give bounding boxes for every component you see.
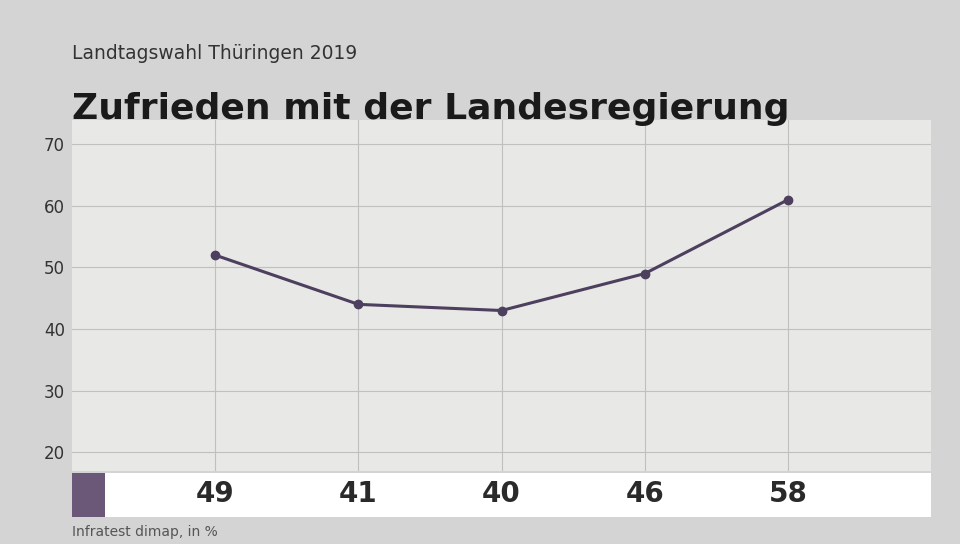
Text: Landtagswahl Thüringen 2019: Landtagswahl Thüringen 2019: [72, 44, 357, 63]
Text: 41: 41: [339, 480, 377, 508]
Text: 46: 46: [625, 480, 664, 508]
Text: 40: 40: [482, 480, 521, 508]
Text: 58: 58: [769, 480, 807, 508]
FancyBboxPatch shape: [72, 473, 105, 517]
Text: 49: 49: [196, 480, 234, 508]
Text: Zufrieden mit der Landesregierung: Zufrieden mit der Landesregierung: [72, 92, 789, 127]
FancyBboxPatch shape: [72, 473, 931, 517]
Text: Infratest dimap, in %: Infratest dimap, in %: [72, 524, 218, 539]
